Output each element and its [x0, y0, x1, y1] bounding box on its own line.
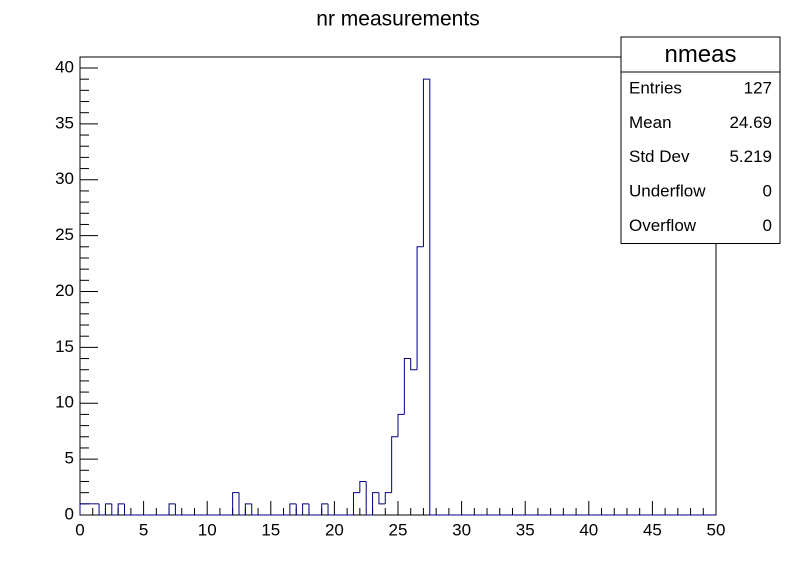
histogram-bin — [174, 503, 182, 516]
chart-title: nr measurements — [316, 8, 479, 31]
histogram-bin — [359, 480, 367, 493]
stats-label: Overflow — [629, 216, 697, 235]
histogram-bin — [410, 358, 418, 371]
histogram-bin — [378, 492, 386, 505]
x-tick-label: 10 — [198, 520, 217, 539]
y-tick-label: 15 — [55, 337, 74, 356]
histogram-bin — [403, 358, 411, 415]
x-tick-label: 30 — [452, 520, 471, 539]
x-tick-label: 35 — [516, 520, 535, 539]
x-tick-label: 45 — [643, 520, 662, 539]
histogram-bin — [79, 503, 87, 515]
stats-label: Entries — [629, 79, 682, 98]
histogram-bin — [111, 503, 119, 516]
y-tick-label: 25 — [55, 225, 74, 244]
histogram-bin — [372, 492, 379, 515]
stats-label: Std Dev — [629, 147, 690, 166]
histogram-bin — [397, 413, 405, 437]
y-tick-label: 10 — [55, 393, 74, 412]
x-tick-label: 20 — [325, 520, 344, 539]
y-tick-label: 0 — [65, 504, 74, 523]
histogram-bin — [117, 503, 125, 515]
y-tick-label: 30 — [55, 169, 74, 188]
x-tick-label: 0 — [75, 520, 84, 539]
histogram-bin — [422, 78, 430, 247]
histogram-bin — [289, 503, 297, 515]
y-tick-label: 40 — [55, 57, 74, 76]
x-tick-label: 25 — [389, 520, 408, 539]
histogram-bin — [124, 503, 131, 516]
histogram-bin — [98, 503, 106, 516]
stats-label: Underflow — [629, 182, 706, 201]
stats-box — [620, 36, 781, 244]
stats-label: Mean — [629, 113, 672, 132]
histogram-bin — [302, 503, 309, 515]
histogram-bin — [244, 503, 252, 515]
x-tick-label: 15 — [261, 520, 280, 539]
histogram-bin — [384, 492, 392, 504]
y-tick-label: 5 — [65, 449, 74, 468]
histogram-bin — [238, 492, 246, 516]
x-tick-label: 50 — [707, 520, 726, 539]
histogram-bin — [365, 481, 373, 516]
stats-value: 0 — [763, 216, 772, 235]
histogram-bin — [232, 492, 239, 515]
histogram-bin — [104, 503, 112, 515]
x-tick-label: 40 — [579, 520, 598, 539]
stats-title: nmeas — [664, 41, 736, 68]
histogram-bin — [308, 503, 316, 516]
stats-value: 0 — [763, 182, 772, 201]
histogram-bin — [416, 246, 424, 370]
histogram-bin — [429, 79, 437, 516]
stats-value: 24.69 — [729, 113, 772, 132]
histogram-bin — [327, 503, 335, 516]
histogram-bin — [352, 492, 360, 515]
histogram-bin — [251, 503, 259, 516]
y-tick-label: 20 — [55, 281, 74, 300]
histogram-bin — [391, 436, 398, 493]
histogram-bin — [295, 503, 303, 516]
histogram-bin — [168, 503, 176, 515]
histogram-bin — [321, 503, 329, 515]
y-tick-label: 35 — [55, 113, 74, 132]
stats-value: 127 — [744, 79, 772, 98]
stats-value: 5.219 — [729, 147, 772, 166]
x-tick-label: 5 — [139, 520, 148, 539]
